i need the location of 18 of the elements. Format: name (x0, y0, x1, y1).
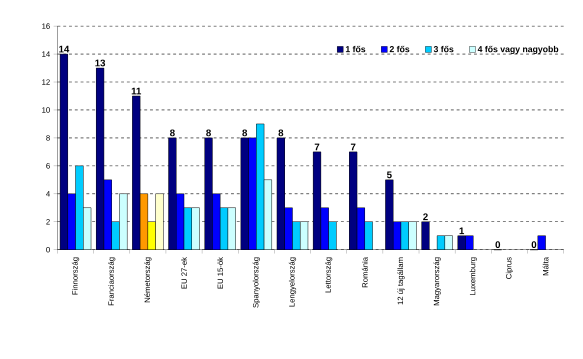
data-label: 5 (386, 171, 392, 178)
data-label: 2 (423, 213, 428, 220)
data-label: 7 (350, 144, 356, 150)
legend-label: 2 fős (390, 46, 410, 52)
data-label: 8 (278, 129, 284, 136)
legend-label: 1 fős (346, 46, 366, 52)
data-label: 8 (170, 129, 175, 136)
data-label: 0 (495, 241, 500, 248)
data-label: 11 (132, 88, 142, 94)
data-label: 13 (95, 60, 106, 66)
data-label: 7 (314, 144, 320, 150)
data-label: 0 (532, 241, 536, 248)
data-label: 8 (242, 129, 248, 136)
data-label: 1 (460, 227, 464, 234)
data-label: 8 (206, 129, 211, 136)
legend-label: 3 fős (434, 46, 454, 52)
legend-label: 4 fős vagy nagyobb (478, 46, 558, 54)
data-label: 14 (59, 46, 70, 52)
